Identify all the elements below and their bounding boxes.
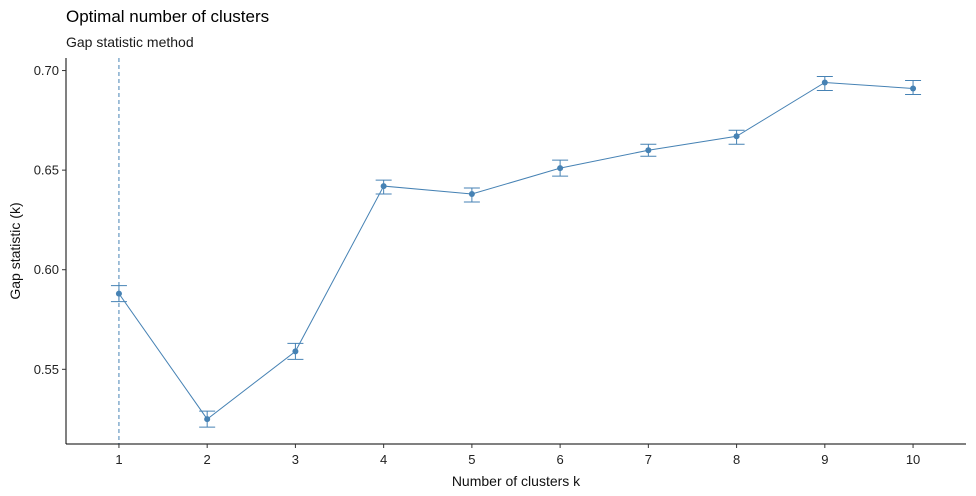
data-point (115, 290, 122, 297)
series-line (118, 81, 914, 420)
x-tick-label: 4 (380, 452, 387, 467)
x-tick-label: 3 (292, 452, 299, 467)
data-point (204, 416, 211, 423)
x-tick-label: 6 (557, 452, 564, 467)
data-point (557, 165, 564, 172)
chart-title: Optimal number of clusters (66, 7, 270, 26)
data-points-layer (115, 79, 917, 423)
x-tick-label: 10 (906, 452, 920, 467)
chart-subtitle: Gap statistic method (66, 34, 194, 50)
x-tick-label: 9 (821, 452, 828, 467)
y-axis-title: Gap statistic (k) (7, 202, 23, 299)
y-tick-label: 0.65 (34, 163, 59, 178)
data-point (380, 183, 387, 190)
series-line-layer (118, 81, 914, 420)
y-tick-label: 0.60 (34, 262, 59, 277)
data-point (292, 348, 299, 355)
x-ticks-layer: 1 2 3 4 5 6 7 8 9 10 (115, 444, 920, 467)
x-tick-label: 8 (733, 452, 740, 467)
y-tick-label: 0.55 (34, 362, 59, 377)
data-point (910, 85, 917, 92)
x-tick-label: 5 (468, 452, 475, 467)
axes-layer (65, 58, 966, 445)
y-tick-label: 0.70 (34, 63, 59, 78)
x-tick-label: 2 (204, 452, 211, 467)
data-point (468, 191, 475, 198)
data-point (645, 147, 652, 154)
data-point (821, 79, 828, 86)
y-ticks-layer: 0.55 0.60 0.65 0.70 (34, 63, 66, 377)
x-axis-title: Number of clusters k (452, 473, 581, 489)
x-tick-label: 7 (645, 452, 652, 467)
x-tick-label: 1 (115, 452, 122, 467)
error-bars-layer (110, 76, 922, 428)
data-point (733, 133, 740, 140)
